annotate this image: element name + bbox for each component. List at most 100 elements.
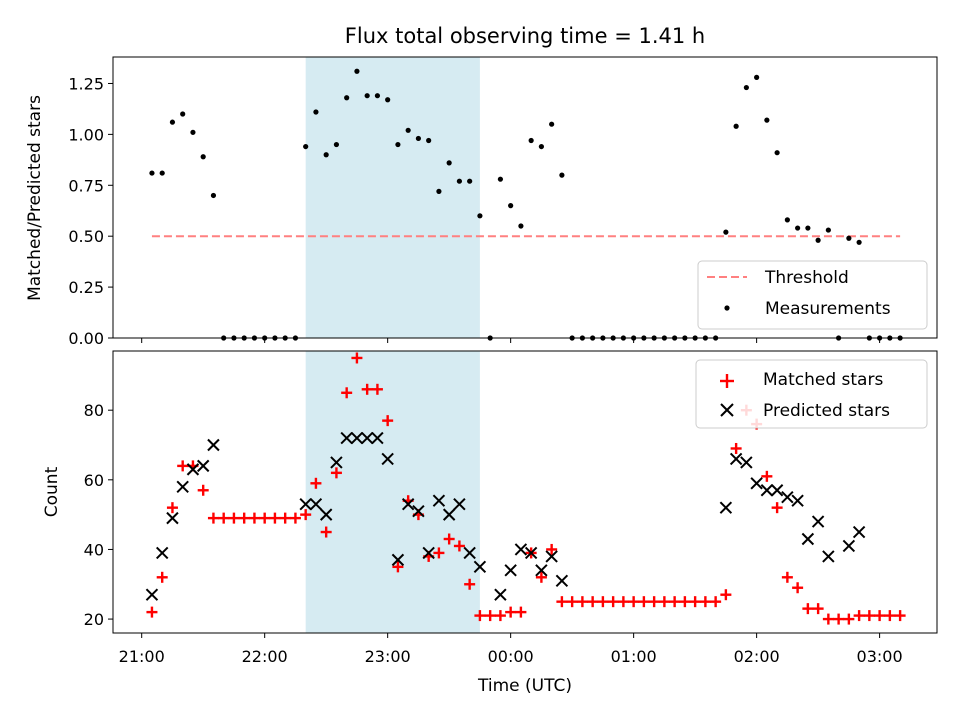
matched-point-2250 — [361, 383, 373, 395]
predicted-point-0215 — [781, 491, 794, 504]
measurements-legend-label: Measurements — [765, 299, 891, 319]
top-plot-frame — [112, 56, 938, 339]
measurements-legend-swatch — [724, 305, 730, 311]
predicted-point-2110 — [155, 546, 169, 560]
matched-point-0110 — [648, 596, 660, 608]
measurement-point-2320 — [426, 137, 432, 144]
measurement-point-2245 — [354, 68, 360, 74]
matched-point-0020 — [546, 543, 558, 555]
measurement-point-2115 — [169, 119, 176, 125]
matched-point-2240 — [341, 387, 353, 399]
predicted-point-0220 — [791, 494, 804, 507]
measurement-point-0205 — [764, 117, 770, 123]
matched-point-0310 — [894, 610, 906, 622]
measurement-point-0225 — [805, 225, 811, 231]
matched-point-0230 — [812, 603, 824, 615]
measurement-point-2315 — [415, 135, 422, 142]
predicted-point-0015 — [535, 564, 548, 577]
matched-point-0255 — [863, 610, 875, 622]
measurement-point-0155 — [743, 84, 749, 91]
predicted-point-2315 — [412, 504, 425, 518]
matched-point-2230 — [320, 526, 332, 538]
measurement-point-2105 — [149, 170, 155, 176]
matched-point-0025 — [556, 596, 568, 608]
measurement-point-2300 — [385, 97, 391, 103]
measurement-point-0150 — [733, 123, 739, 129]
matched-point-2135 — [207, 512, 219, 524]
measurement-point-2220 — [303, 143, 309, 150]
bottom-y-axis: 20 40 60 80 — [84, 401, 113, 629]
matched-point-2340 — [464, 578, 476, 590]
matched-point-0245 — [843, 613, 855, 625]
matched-point-2335 — [453, 540, 465, 552]
matched-point-0015 — [535, 571, 547, 583]
matched-point-0000 — [505, 606, 517, 618]
x-tick-label-0100: 01:00 — [611, 647, 657, 666]
matched-point-0225 — [802, 603, 814, 615]
matched-point-0145 — [720, 589, 732, 601]
predicted-point-0205 — [760, 484, 774, 497]
predicted-point-2300 — [381, 452, 394, 466]
matched-point-2325 — [433, 547, 445, 559]
measurement-point-0235 — [825, 227, 831, 233]
predicted-point-0225 — [801, 532, 815, 546]
matched-point-2150 — [238, 512, 250, 524]
measurement-point-0010 — [528, 137, 534, 144]
matched-point-0050 — [607, 596, 619, 608]
measurement-point-0215 — [784, 217, 790, 223]
measurement-point-2225 — [313, 109, 319, 115]
predicted-point-2115 — [166, 511, 179, 525]
predicted-point-0145 — [719, 501, 733, 514]
measurement-point-2135 — [210, 192, 217, 199]
matched-point-2255 — [371, 383, 383, 395]
matched-point-0220 — [792, 582, 804, 594]
matched-point-2300 — [382, 415, 394, 427]
measurement-point-2130 — [200, 154, 206, 160]
predicted-point-0005 — [514, 543, 528, 556]
matched-point-0250 — [853, 610, 865, 622]
predicted-point-0230 — [811, 515, 825, 528]
matched-point-2245 — [351, 352, 363, 364]
matched-point-0205 — [761, 470, 773, 482]
measurement-point-0000 — [508, 203, 514, 209]
y-tick-label-40: 40 — [84, 540, 104, 559]
predicted-point-2220 — [299, 497, 312, 511]
y-tick-label-0.00: 0.00 — [68, 329, 104, 348]
matched-point-2235 — [330, 467, 342, 479]
top-legend: Threshold Measurements — [697, 260, 928, 330]
matched-point-2105 — [146, 606, 158, 618]
y-tick-label-80: 80 — [84, 401, 104, 420]
measurement-point-0145 — [723, 229, 729, 235]
y-tick-label-20: 20 — [84, 610, 104, 629]
measurement-point-2325 — [436, 188, 442, 194]
predicted-point-2325 — [432, 494, 446, 507]
measurement-point-2120 — [180, 111, 186, 117]
matched-point-0100 — [628, 596, 640, 608]
matched-point-0305 — [884, 610, 896, 622]
matched-point-2115 — [166, 502, 178, 514]
matched-point-0120 — [669, 596, 681, 608]
predicted-point-2355 — [494, 588, 507, 601]
measurement-point-2345 — [477, 213, 483, 219]
predicted-point-2230 — [319, 508, 333, 521]
measurement-point-2305 — [395, 141, 401, 148]
matched-point-0045 — [597, 596, 609, 608]
matched-point-2210 — [279, 512, 291, 524]
matched-point-0135 — [699, 596, 711, 608]
measurement-point-2310 — [405, 127, 411, 133]
measurement-point-0025 — [559, 172, 565, 178]
y-tick-label-1.25: 1.25 — [68, 74, 104, 93]
measurement-point-0220 — [795, 225, 801, 231]
matched-stars-points — [146, 352, 906, 625]
x-tick-label-0000: 00:00 — [488, 647, 534, 666]
measurement-point-0200 — [754, 74, 760, 80]
matched-point-2215 — [289, 512, 301, 524]
matched-point-0215 — [781, 571, 793, 583]
matched-point-0130 — [689, 596, 701, 608]
bottom-shaded-span — [305, 351, 480, 633]
measurement-point-0210 — [774, 150, 780, 156]
matched-point-2350 — [484, 610, 496, 622]
bottom-plot-frame — [112, 350, 938, 634]
predicted-point-0010 — [524, 546, 538, 560]
predicted-point-0000 — [504, 564, 517, 577]
